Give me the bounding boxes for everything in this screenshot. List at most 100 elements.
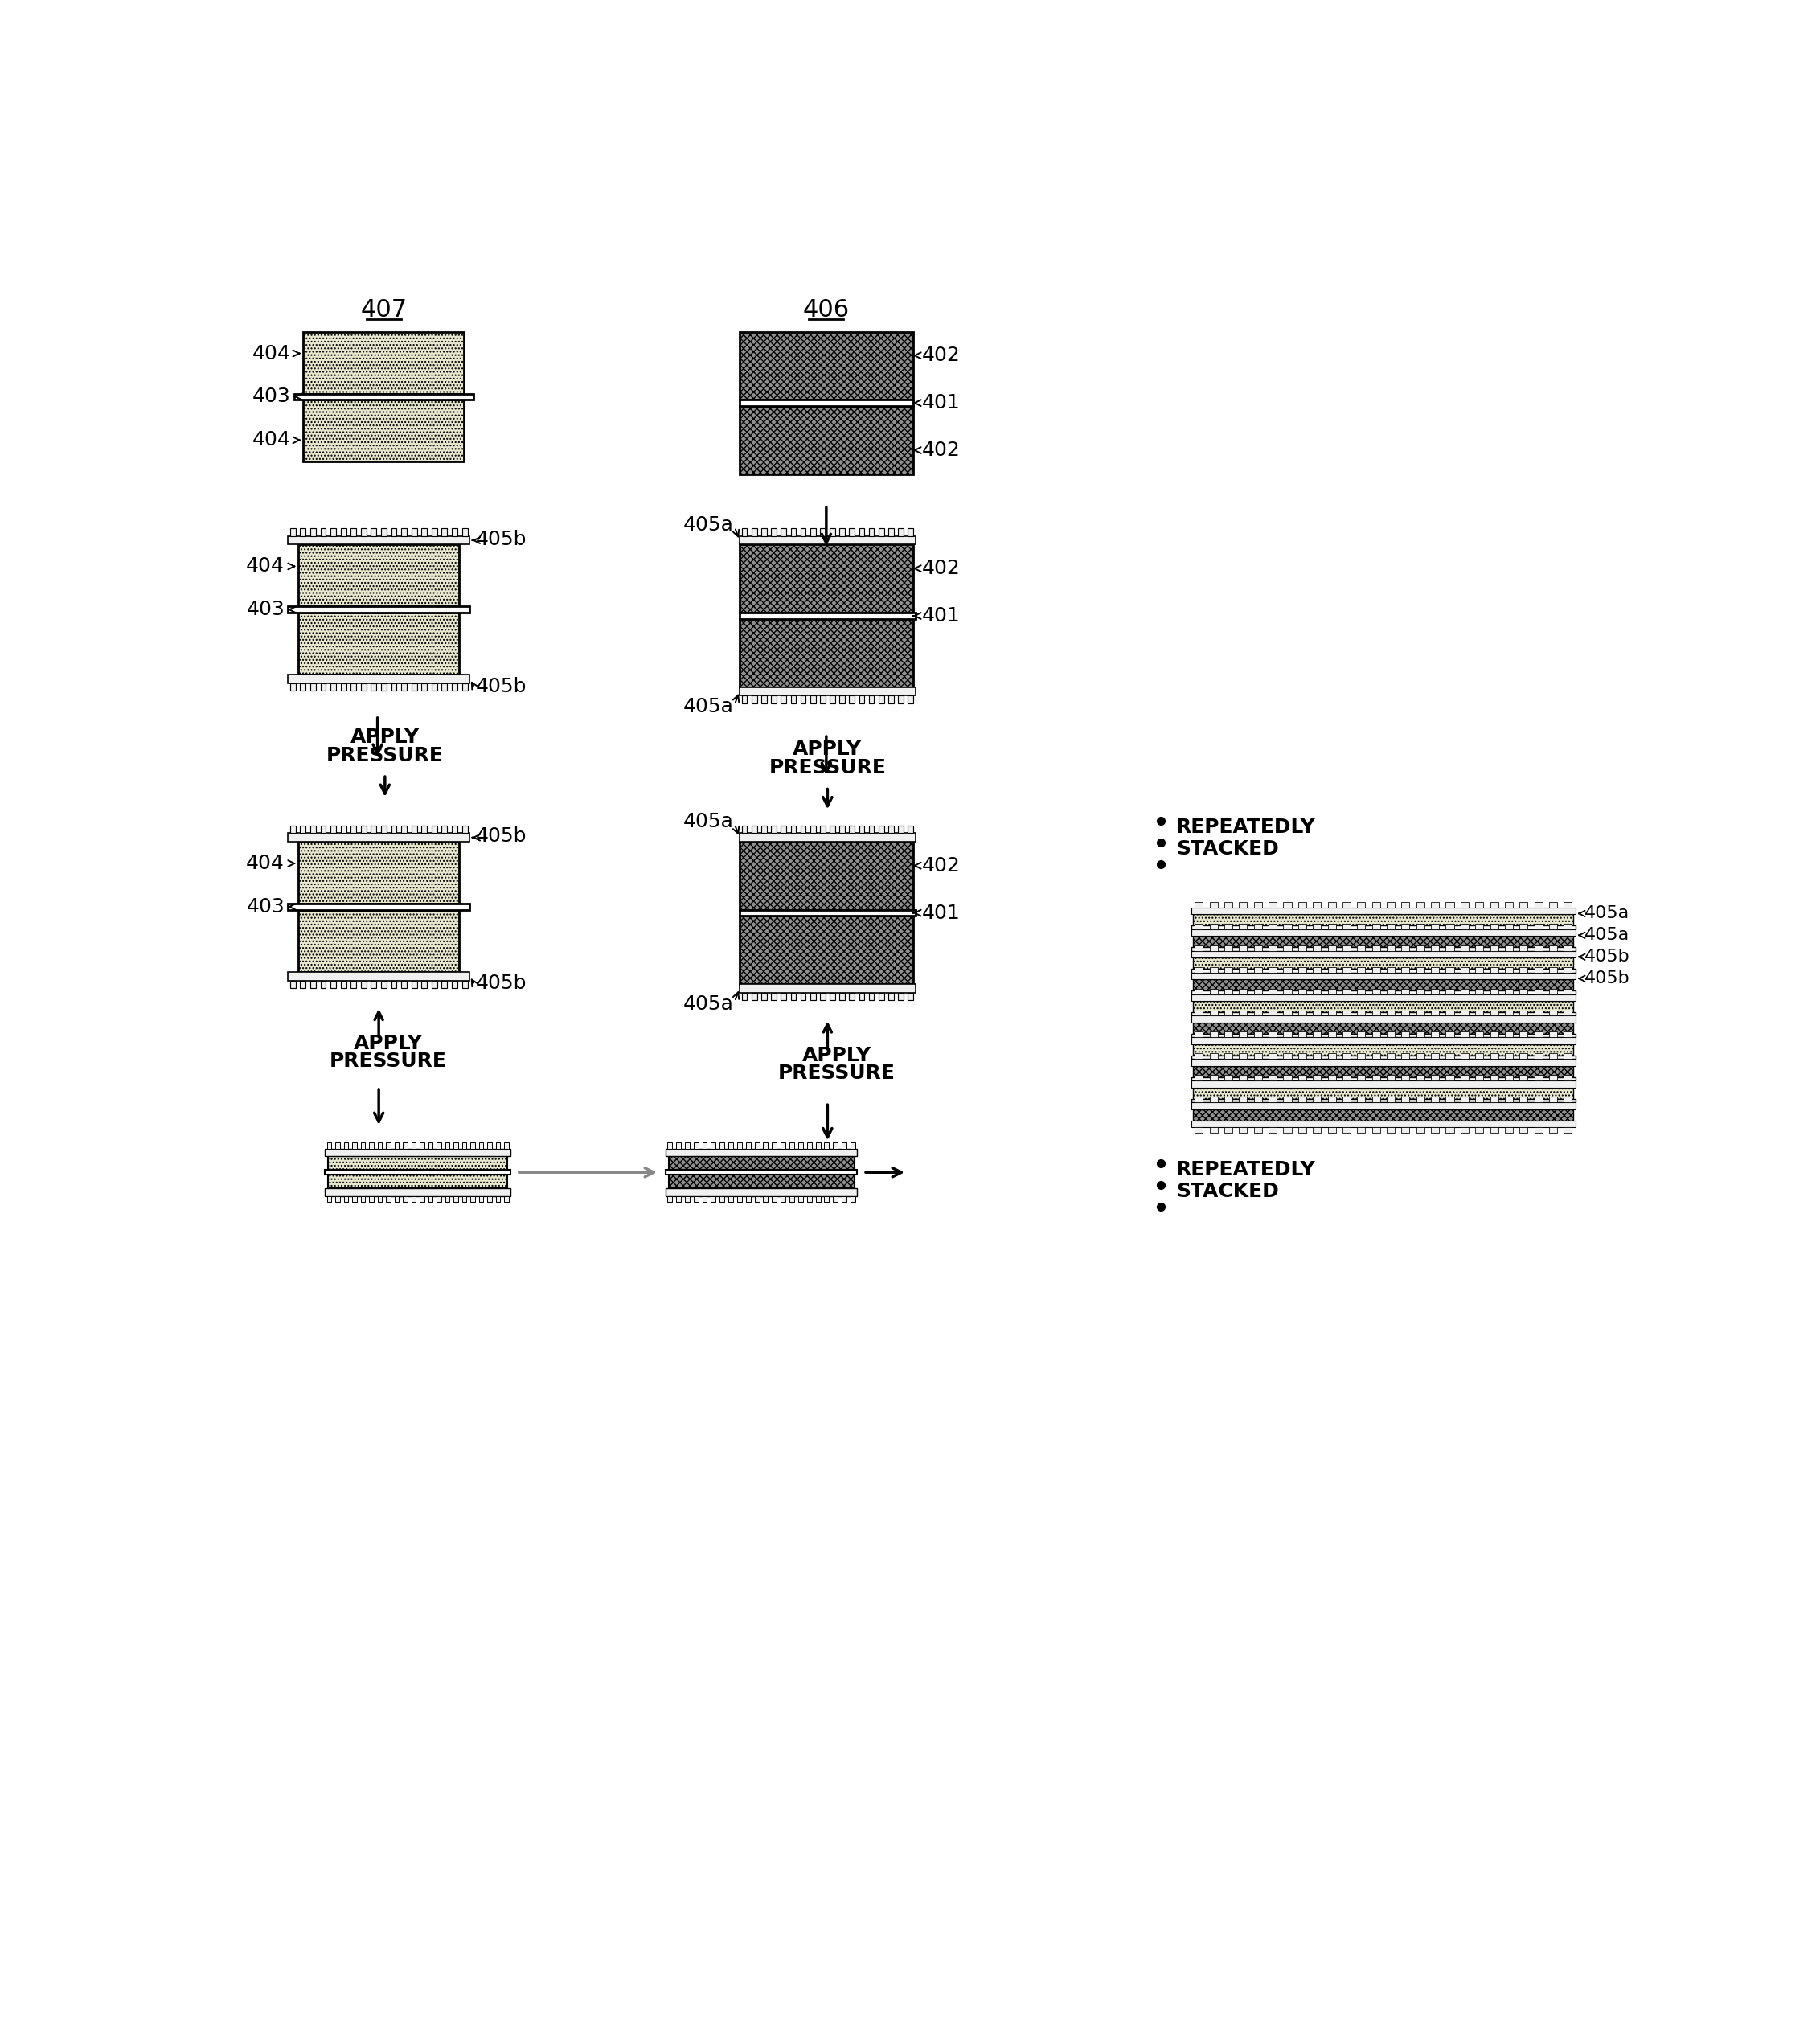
- Bar: [1298, 1127, 1307, 1133]
- Bar: [850, 825, 855, 833]
- Bar: [897, 529, 903, 535]
- Bar: [288, 674, 470, 684]
- Bar: [371, 980, 377, 988]
- Bar: [1343, 945, 1350, 952]
- Bar: [360, 980, 366, 988]
- Bar: [340, 825, 346, 833]
- Bar: [830, 696, 835, 702]
- Bar: [1549, 988, 1558, 994]
- Bar: [479, 1197, 484, 1203]
- Bar: [850, 992, 855, 1001]
- Text: REPEATEDLY: REPEATEDLY: [1176, 817, 1316, 837]
- Text: 401: 401: [921, 903, 959, 923]
- Bar: [1520, 1031, 1527, 1037]
- Text: PRESSURE: PRESSURE: [779, 1064, 895, 1082]
- Bar: [752, 992, 757, 1001]
- Text: 405b: 405b: [1585, 970, 1631, 986]
- Bar: [1269, 988, 1278, 994]
- Bar: [1225, 988, 1232, 994]
- Bar: [839, 992, 844, 1001]
- Bar: [1269, 966, 1278, 972]
- Bar: [1416, 1097, 1425, 1103]
- Text: 404: 404: [246, 854, 284, 874]
- Bar: [1563, 923, 1572, 929]
- Bar: [821, 825, 824, 833]
- Bar: [908, 992, 914, 1001]
- Bar: [451, 825, 457, 833]
- Bar: [1283, 988, 1292, 994]
- Bar: [295, 394, 473, 400]
- Bar: [743, 825, 748, 833]
- Bar: [739, 833, 915, 841]
- Bar: [752, 529, 757, 535]
- Bar: [1387, 945, 1394, 952]
- Bar: [1194, 1054, 1203, 1060]
- Bar: [298, 841, 459, 905]
- Bar: [1520, 1076, 1527, 1080]
- Bar: [1505, 988, 1512, 994]
- Bar: [300, 825, 306, 833]
- Bar: [761, 696, 766, 702]
- Bar: [1460, 923, 1469, 929]
- Bar: [411, 1144, 415, 1150]
- Bar: [386, 1144, 391, 1150]
- Bar: [1194, 1127, 1203, 1133]
- Bar: [1431, 1097, 1440, 1103]
- Bar: [1534, 923, 1542, 929]
- Bar: [1225, 1076, 1232, 1080]
- Bar: [1416, 923, 1425, 929]
- Bar: [761, 825, 766, 833]
- Bar: [1491, 1054, 1498, 1060]
- Bar: [400, 980, 408, 988]
- Bar: [1192, 947, 1576, 952]
- Bar: [300, 980, 306, 988]
- Bar: [821, 992, 824, 1001]
- Bar: [1298, 966, 1307, 972]
- Bar: [309, 825, 317, 833]
- Bar: [1563, 1011, 1572, 1015]
- Bar: [488, 1144, 491, 1150]
- Bar: [328, 1174, 508, 1188]
- Bar: [1534, 1011, 1542, 1015]
- Bar: [1298, 945, 1307, 952]
- Bar: [834, 1197, 837, 1203]
- Bar: [326, 1150, 511, 1156]
- Bar: [288, 535, 470, 545]
- Bar: [288, 905, 470, 911]
- Bar: [1520, 1054, 1527, 1060]
- Bar: [1194, 1023, 1574, 1033]
- Bar: [300, 529, 306, 535]
- Bar: [444, 1144, 450, 1150]
- Text: APPLY: APPLY: [794, 739, 863, 760]
- Text: 404: 404: [253, 343, 291, 363]
- Bar: [1476, 945, 1483, 952]
- Bar: [1505, 1011, 1512, 1015]
- Bar: [801, 825, 806, 833]
- Bar: [1283, 923, 1292, 929]
- Bar: [504, 1144, 510, 1150]
- Bar: [451, 980, 457, 988]
- Bar: [1520, 1097, 1527, 1103]
- Text: 404: 404: [253, 431, 291, 449]
- Text: 403: 403: [246, 896, 284, 917]
- Bar: [801, 529, 806, 535]
- Bar: [703, 1197, 706, 1203]
- Bar: [1401, 1097, 1409, 1103]
- Bar: [897, 992, 903, 1001]
- Bar: [739, 613, 915, 619]
- Bar: [395, 1197, 399, 1203]
- Bar: [1476, 988, 1483, 994]
- Bar: [1505, 945, 1512, 952]
- Bar: [1534, 988, 1542, 994]
- Bar: [781, 696, 786, 702]
- Bar: [1416, 988, 1425, 994]
- Bar: [300, 684, 306, 690]
- Bar: [1312, 903, 1321, 907]
- Bar: [495, 1197, 501, 1203]
- Bar: [1520, 923, 1527, 929]
- Bar: [1194, 1076, 1203, 1080]
- Bar: [1269, 923, 1278, 929]
- Bar: [1387, 923, 1394, 929]
- Bar: [431, 529, 437, 535]
- Bar: [1194, 988, 1203, 994]
